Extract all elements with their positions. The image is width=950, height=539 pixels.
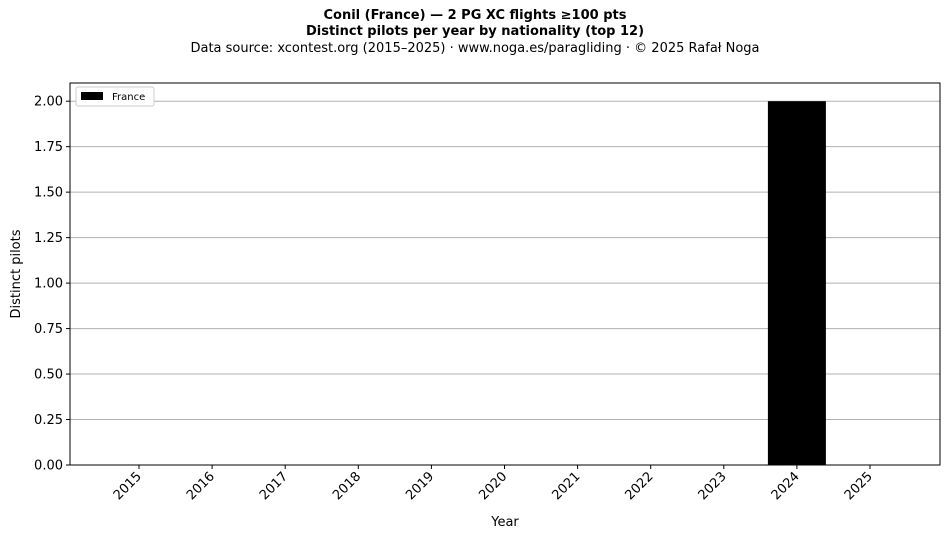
- x-tick-label: 2021: [549, 469, 583, 503]
- chart-titles: Conil (France) — 2 PG XC flights ≥100 pt…: [0, 8, 950, 57]
- x-tick-label: 2020: [476, 469, 510, 503]
- chart-title: Conil (France) — 2 PG XC flights ≥100 pt…: [323, 8, 627, 23]
- y-tick-label: 1.50: [34, 186, 63, 201]
- x-tick-label: 2019: [403, 469, 437, 503]
- x-axis-label: Year: [490, 515, 519, 530]
- legend: France: [75, 86, 155, 107]
- bar-france-2024: [767, 101, 826, 465]
- x-axis: 2015 2016 2017 2018 2019 2020 2021 2022 2023 2024…: [111, 465, 876, 503]
- legend-swatch-france: [81, 92, 103, 100]
- y-tick-label: 1.25: [34, 231, 63, 246]
- y-tick-label: 1.00: [34, 277, 63, 292]
- legend-frame: [75, 86, 155, 107]
- x-tick-label: 2016: [184, 469, 218, 503]
- chart-subtitle: Distinct pilots per year by nationality …: [305, 24, 645, 39]
- x-tick-label: 2023: [696, 469, 730, 503]
- x-tick-label: 2015: [111, 469, 145, 503]
- y-tick-label: 1.75: [34, 140, 63, 155]
- chart-source: Data source: xcontest.org (2015–2025) · …: [190, 41, 760, 56]
- x-tick-label: 2017: [257, 469, 291, 503]
- y-tick-label: 0.50: [34, 368, 63, 383]
- x-tick-label: 2025: [842, 469, 876, 503]
- y-tick-label: 0.75: [34, 322, 63, 337]
- y-tick-label: 2.00: [34, 95, 63, 110]
- y-tick-label: 0.25: [34, 413, 63, 428]
- x-tick-label: 2024: [769, 469, 803, 503]
- y-axis: 0.00 0.25 0.50 0.75 1.00 1.25 1.50 1.75 2.00: [34, 95, 70, 474]
- y-tick-label: 0.00: [34, 459, 63, 474]
- y-axis-label: Distinct pilots: [9, 229, 24, 318]
- x-tick-label: 2018: [330, 469, 364, 503]
- bars: [767, 101, 826, 465]
- legend-label-france: France: [112, 92, 145, 103]
- x-tick-label: 2022: [623, 469, 657, 503]
